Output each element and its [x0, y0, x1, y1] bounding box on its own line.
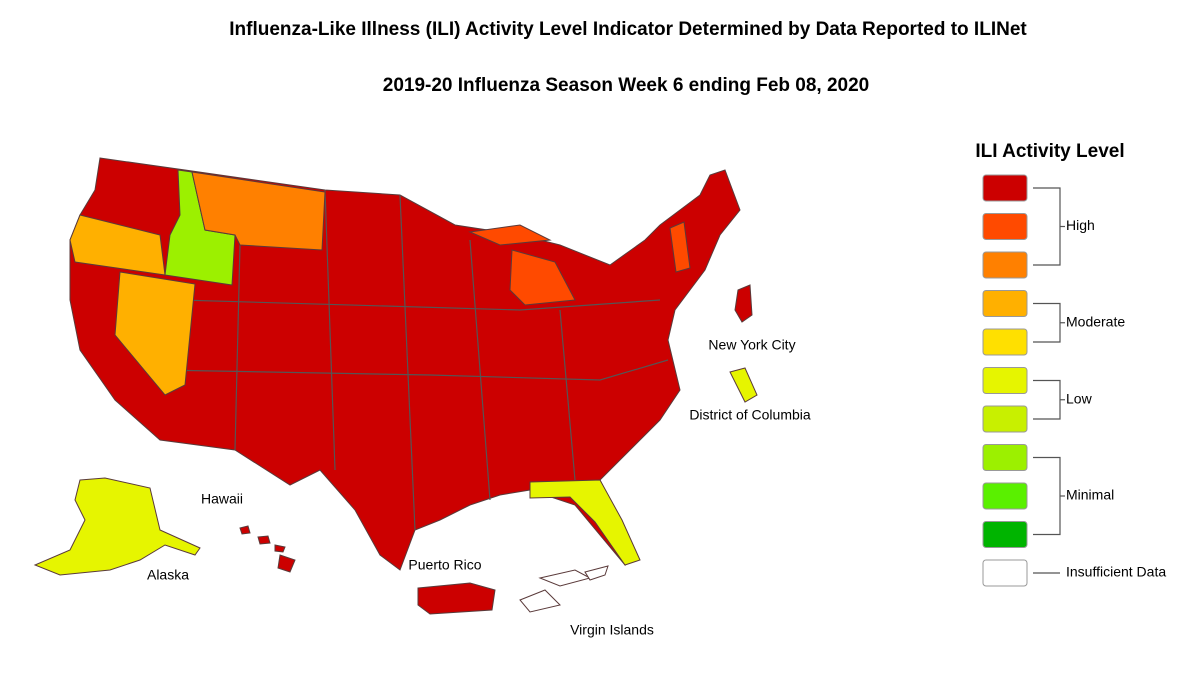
florida: [529, 479, 641, 566]
state-border: [234, 244, 241, 451]
state-border: [399, 194, 416, 531]
legend-swatch: [982, 444, 1028, 471]
us-map: [69, 157, 741, 571]
legend-swatch: [982, 367, 1028, 394]
inset-label: District of Columbia: [689, 407, 811, 423]
subtitle: 2019-20 Influenza Season Week 6 ending F…: [383, 75, 869, 96]
legend-bracket: [1033, 379, 1061, 420]
state-border: [469, 239, 491, 501]
inset-shape: [274, 544, 286, 553]
legend-swatch: [982, 559, 1028, 587]
legend-label: Low: [1066, 390, 1093, 406]
legend-swatch: [982, 405, 1028, 433]
legend-title: ILI Activity Level: [975, 141, 1124, 162]
oregon: [69, 214, 166, 276]
inset-shape: [257, 535, 271, 545]
legend-label: Minimal: [1066, 487, 1114, 503]
legend-swatch: [982, 328, 1028, 356]
legend-swatch: [982, 521, 1028, 548]
legend-swatch: [982, 482, 1028, 510]
michigan: [509, 249, 576, 306]
new-hampshire: [669, 221, 691, 273]
inset-shape: [734, 284, 753, 323]
legend: ILI Activity Level High Moderate Low Minima…: [975, 141, 1166, 587]
legend-swatch: [982, 213, 1028, 240]
inset-shape: [729, 367, 758, 403]
legend-bracket: [1033, 302, 1061, 343]
nevada: [114, 271, 196, 396]
legend-swatch: [982, 290, 1028, 317]
legend-bracket: [1033, 456, 1061, 536]
inset-shape: [239, 525, 251, 535]
legend-label: High: [1066, 217, 1095, 233]
inset-shape: [33, 477, 201, 576]
state-border: [324, 189, 336, 471]
michigan-upper: [468, 224, 552, 246]
inset-label: Virgin Islands: [570, 622, 654, 638]
inset-shape: [584, 565, 609, 581]
legend-swatch: [982, 251, 1028, 279]
insets: Alaska Hawaii Puerto Rico Virgin Islands New…: [33, 284, 811, 638]
legend-bracket: [1033, 187, 1061, 266]
title: Influenza-Like Illness (ILI) Activity Le…: [229, 19, 1027, 40]
inset-shape: [277, 554, 296, 573]
state-border: [179, 299, 661, 311]
inset-label: Hawaii: [201, 491, 243, 507]
legend-label: Moderate: [1066, 313, 1125, 329]
state-border: [559, 309, 576, 481]
inset-shape: [417, 582, 496, 615]
legend-label: Insufficient Data: [1066, 564, 1166, 580]
montana: [191, 171, 326, 251]
inset-shape: [519, 589, 561, 613]
state-border: [159, 359, 669, 381]
inset-label: Alaska: [147, 567, 189, 583]
inset-label: Puerto Rico: [408, 557, 481, 573]
inset-shape: [538, 569, 592, 587]
legend-swatch: [982, 174, 1028, 202]
inset-label: New York City: [708, 337, 795, 353]
